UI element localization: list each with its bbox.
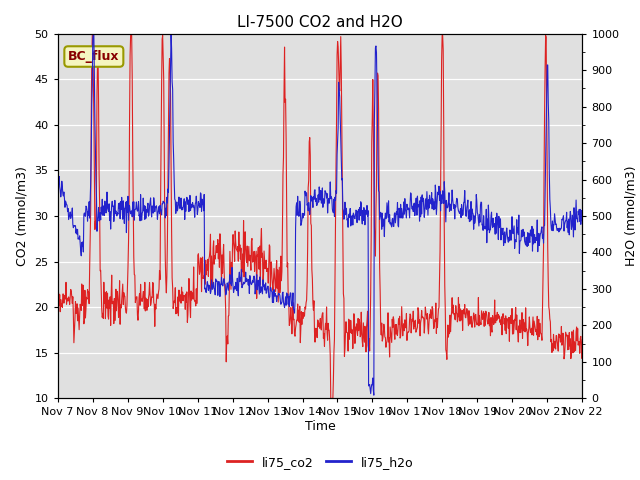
- li75_h2o: [285, 303, 293, 309]
- li75_co2: [464, 316, 472, 322]
- Legend: li75_co2, li75_h2o: li75_co2, li75_h2o: [221, 451, 419, 474]
- li75_co2: [88, 33, 96, 38]
- li75_co2: [327, 396, 335, 401]
- li75_h2o: [415, 203, 423, 208]
- li75_co2: [415, 321, 423, 326]
- li75_co2: [579, 337, 586, 343]
- li75_co2: [474, 322, 481, 328]
- li75_h2o: [108, 202, 116, 208]
- li75_h2o: [464, 197, 472, 203]
- li75_h2o: [474, 210, 481, 216]
- Y-axis label: CO2 (mmol/m3): CO2 (mmol/m3): [16, 166, 29, 266]
- Title: LI-7500 CO2 and H2O: LI-7500 CO2 and H2O: [237, 15, 403, 30]
- Y-axis label: H2O (mmol/m3): H2O (mmol/m3): [625, 166, 638, 266]
- li75_h2o: [266, 285, 274, 290]
- Line: li75_h2o: li75_h2o: [58, 34, 582, 395]
- Line: li75_co2: li75_co2: [58, 36, 582, 398]
- li75_co2: [54, 300, 61, 306]
- li75_h2o: [90, 31, 97, 37]
- li75_co2: [108, 272, 116, 278]
- li75_h2o: [54, 169, 61, 175]
- li75_co2: [266, 288, 274, 293]
- li75_co2: [285, 323, 293, 328]
- Text: BC_flux: BC_flux: [68, 50, 120, 63]
- X-axis label: Time: Time: [305, 420, 335, 433]
- li75_h2o: [370, 392, 378, 398]
- li75_h2o: [579, 211, 586, 216]
